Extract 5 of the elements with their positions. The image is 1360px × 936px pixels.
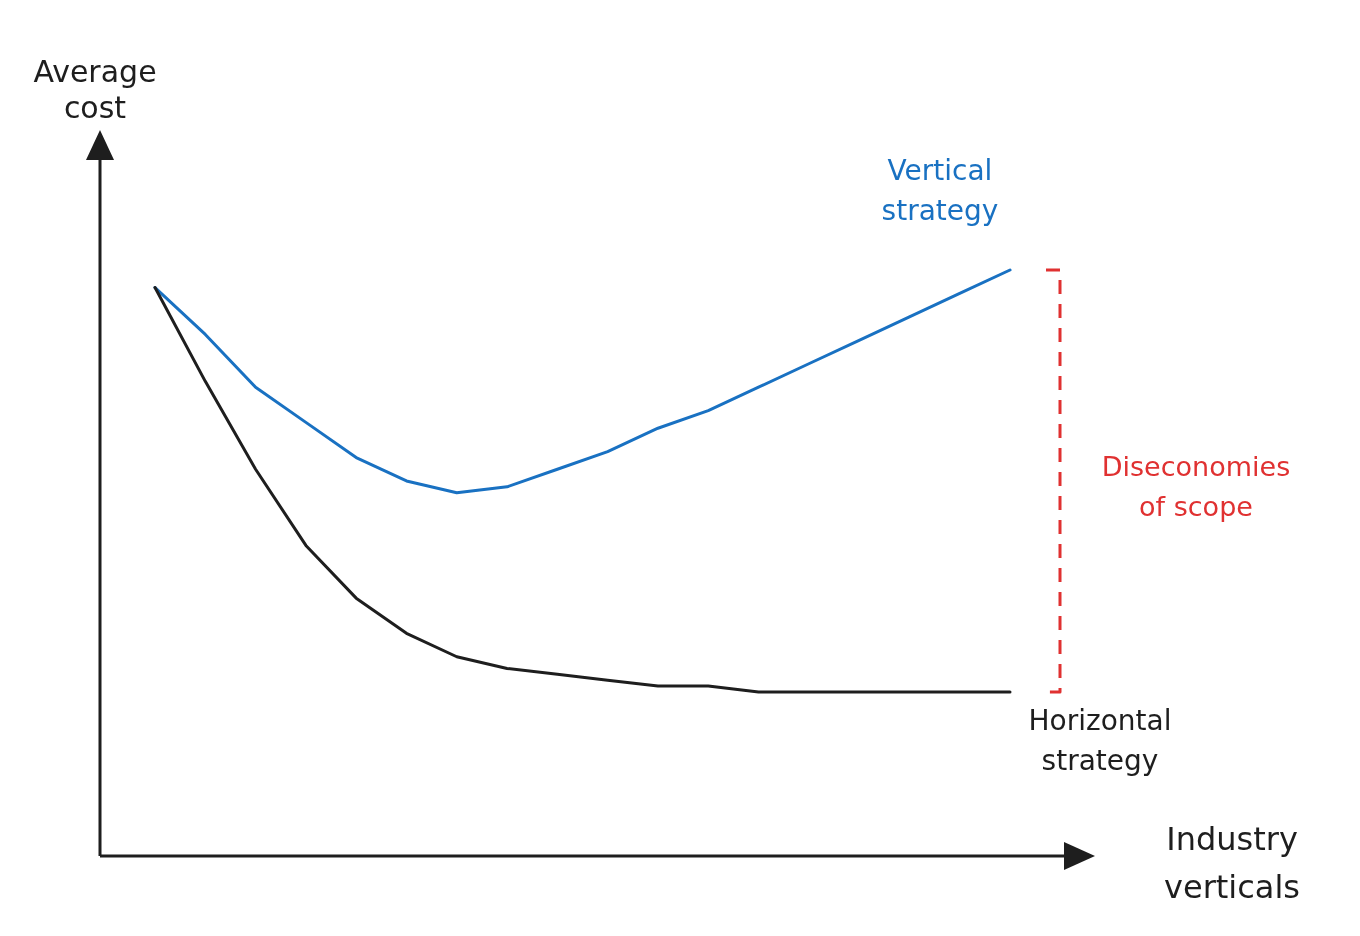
series-label: Horizontal strategy: [1028, 703, 1172, 777]
series-label: Vertical strategy: [881, 154, 999, 227]
y-axis-title: Average cost: [33, 54, 157, 125]
text: Diseconomies of scope: [1101, 450, 1291, 522]
x-axis-title: Industry verticals: [1164, 820, 1300, 906]
